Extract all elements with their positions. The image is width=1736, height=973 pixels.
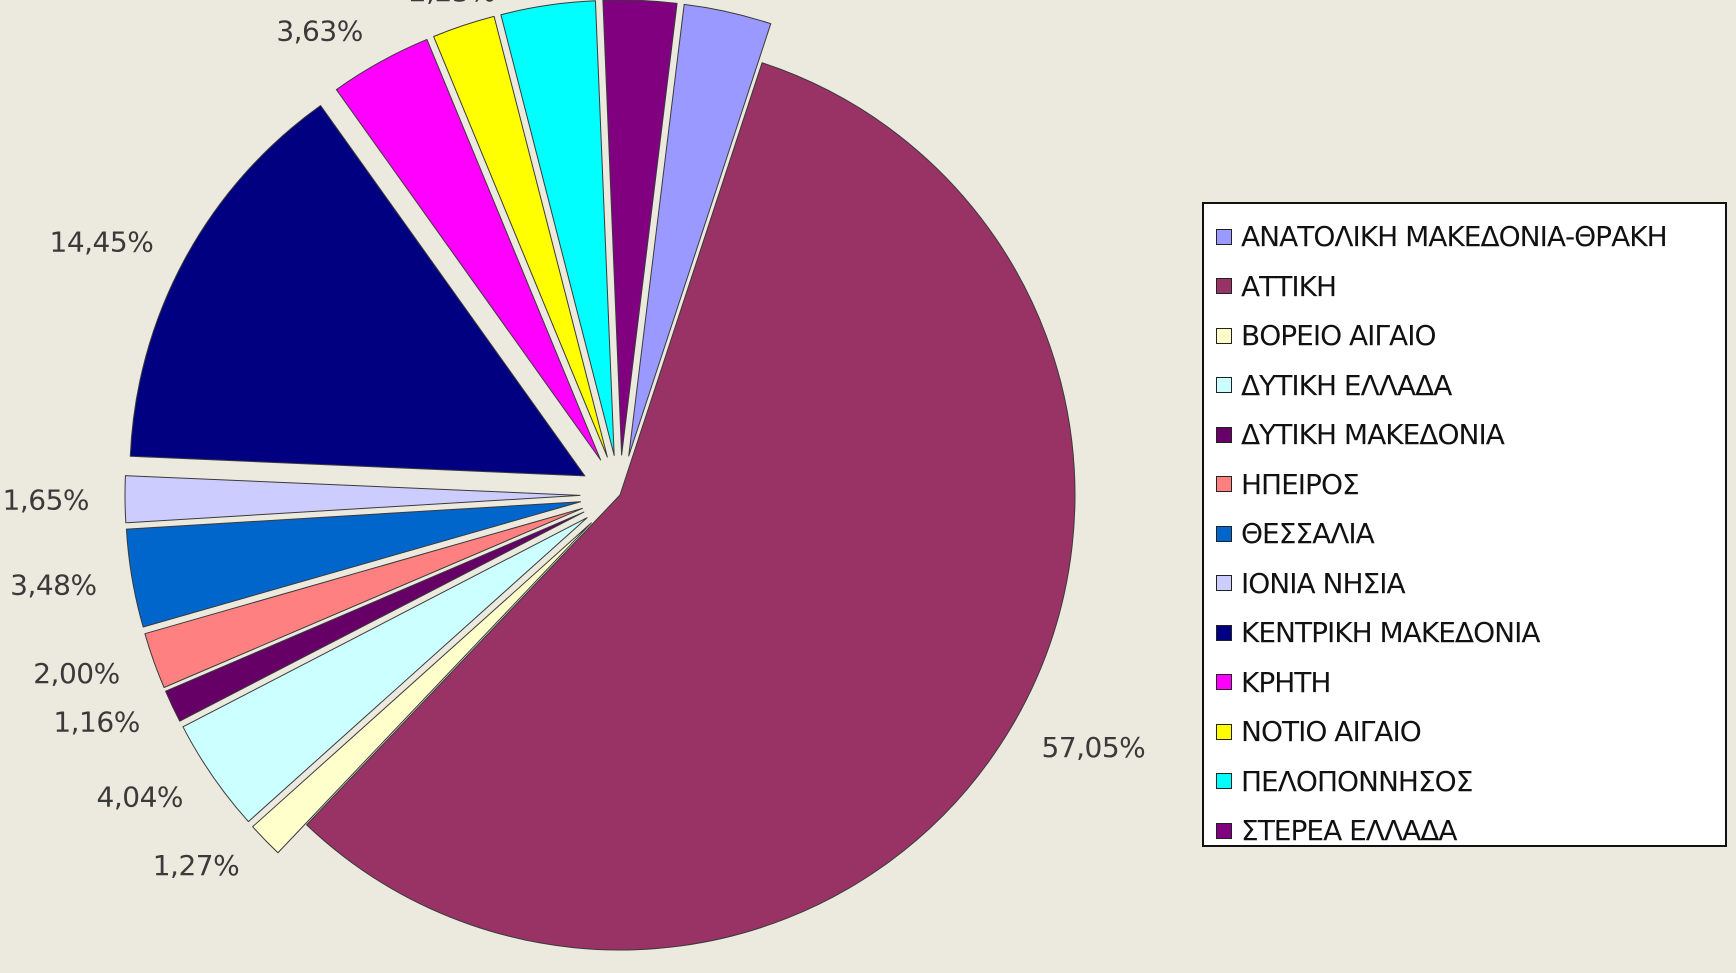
legend-swatch: [1216, 575, 1232, 592]
legend-swatch: [1216, 278, 1232, 295]
slice-data-label: 14,45%: [50, 226, 154, 259]
legend-swatch: [1216, 723, 1232, 740]
legend-item: ΝΟΤΙΟ ΑΙΓΑΙΟ: [1216, 707, 1725, 757]
pie-slice: [124, 475, 581, 524]
legend-item: ΑΝΑΤΟΛΙΚΗ ΜΑΚΕΔΟΝΙΑ-ΘΡΑΚΗ: [1216, 212, 1725, 262]
legend-swatch: [1216, 377, 1232, 394]
slice-data-label: 3,63%: [276, 15, 362, 48]
legend-label: ΗΠΕΙΡΟΣ: [1241, 467, 1360, 501]
legend-swatch: [1216, 822, 1232, 839]
legend-label: ΣΤΕΡΕΑ ΕΛΛΑΔΑ: [1241, 814, 1458, 848]
legend-label: ΚΕΝΤΡΙΚΗ ΜΑΚΕΔΟΝΙΑ: [1241, 616, 1540, 650]
legend-label: ΑΝΑΤΟΛΙΚΗ ΜΑΚΕΔΟΝΙΑ-ΘΡΑΚΗ: [1241, 220, 1668, 254]
pie-slice: [252, 522, 592, 854]
slice-data-label: 4,04%: [97, 781, 183, 814]
legend-swatch: [1216, 228, 1232, 245]
legend-label: ΚΡΗΤΗ: [1241, 665, 1331, 699]
pie-slice: [500, 0, 615, 456]
legend-item: ΔΥΤΙΚΗ ΕΛΛΑΔΑ: [1216, 361, 1725, 411]
legend-label: ΝΟΤΙΟ ΑΙΓΑΙΟ: [1241, 715, 1422, 749]
pie-slice: [628, 3, 772, 457]
pie-slice: [182, 517, 588, 823]
pie-slice: [335, 38, 602, 461]
legend-swatch: [1216, 773, 1232, 790]
legend-item: ΚΕΝΤΡΙΚΗ ΜΑΚΕΔΟΝΙΑ: [1216, 608, 1725, 658]
legend-swatch: [1216, 476, 1232, 493]
legend-swatch: [1216, 525, 1232, 542]
slice-data-label: 2,00%: [33, 657, 119, 690]
legend-swatch: [1216, 426, 1232, 443]
legend-item: ΒΟΡΕΙΟ ΑΙΓΑΙΟ: [1216, 311, 1725, 361]
legend-label: ΑΤΤΙΚΗ: [1241, 269, 1337, 303]
legend-item: ΠΕΛΟΠΟΝΝΗΣΟΣ: [1216, 757, 1725, 807]
legend-swatch: [1216, 674, 1232, 691]
legend-item: ΘΕΣΣΑΛΙΑ: [1216, 509, 1725, 559]
slice-data-label: 2,23%: [409, 0, 495, 8]
legend-item: ΔΥΤΙΚΗ ΜΑΚΕΔΟΝΙΑ: [1216, 410, 1725, 460]
slice-data-label: 1,16%: [53, 706, 139, 739]
pie-slice: [129, 105, 586, 477]
legend: ΑΝΑΤΟΛΙΚΗ ΜΑΚΕΔΟΝΙΑ-ΘΡΑΚΗ ΑΤΤΙΚΗ ΒΟΡΕΙΟ ΑΙ…: [1202, 202, 1727, 847]
legend-label: ΠΕΛΟΠΟΝΝΗΣΟΣ: [1241, 764, 1473, 798]
legend-swatch: [1216, 624, 1232, 641]
slice-data-label: 1,65%: [3, 484, 89, 517]
pie-slice: [125, 501, 582, 628]
slice-data-label: 57,05%: [1042, 731, 1146, 764]
legend-item: ΑΤΤΙΚΗ: [1216, 262, 1725, 312]
slice-data-label: 3,48%: [10, 569, 96, 602]
pie-slice: [433, 15, 608, 458]
legend-label: ΙΟΝΙΑ ΝΗΣΙΑ: [1241, 566, 1406, 600]
legend-item: ΗΠΕΙΡΟΣ: [1216, 460, 1725, 510]
legend-swatch: [1216, 327, 1232, 344]
pie-slice: [602, 0, 678, 456]
legend-item: ΙΟΝΙΑ ΝΗΣΙΑ: [1216, 559, 1725, 609]
legend-label: ΘΕΣΣΑΛΙΑ: [1241, 517, 1375, 551]
pie-slice: [144, 507, 583, 688]
pie-slice: [306, 62, 1076, 951]
slice-data-label: 1,27%: [153, 849, 239, 882]
legend-label: ΔΥΤΙΚΗ ΜΑΚΕΔΟΝΙΑ: [1241, 418, 1505, 452]
legend-item: ΚΡΗΤΗ: [1216, 658, 1725, 708]
legend-item: ΣΤΕΡΕΑ ΕΛΛΑΔΑ: [1216, 806, 1725, 856]
legend-label: ΔΥΤΙΚΗ ΕΛΛΑΔΑ: [1241, 368, 1452, 402]
pie-slice: [165, 511, 585, 722]
legend-label: ΒΟΡΕΙΟ ΑΙΓΑΙΟ: [1241, 319, 1436, 353]
